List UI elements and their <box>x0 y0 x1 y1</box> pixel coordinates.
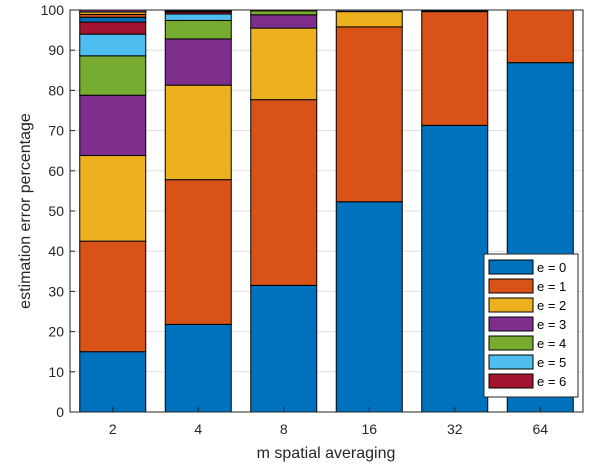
legend-label: e = 6 <box>537 374 566 389</box>
bar-segment-8-s3 <box>250 14 318 29</box>
bar-segment-4-s1 <box>164 179 232 325</box>
bar-segment-32-s2 <box>421 10 489 13</box>
ticks: 0 10 20 30 40 50 60 70 80 90 100 2 4 8 16 32 64 <box>41 2 549 437</box>
bar-segment-16-s2 <box>335 11 403 28</box>
bar-segment-16-s1 <box>335 26 403 203</box>
legend-label: e = 2 <box>537 298 566 313</box>
bar-segment-8-s2 <box>250 27 318 101</box>
bar-segment-16-s0 <box>335 201 403 413</box>
x-tick-label: 32 <box>447 421 463 437</box>
x-tick-label: 8 <box>280 421 288 437</box>
legend-swatch <box>488 297 534 313</box>
bar-segment-4-s3 <box>164 38 232 86</box>
y-tick-label: 70 <box>48 123 64 139</box>
bar-segment-4-s5 <box>164 13 232 21</box>
legend-swatch <box>488 278 534 294</box>
y-tick-label: 20 <box>48 324 64 340</box>
bar-segment-2-s4 <box>79 55 147 96</box>
bar-segment-32-s1 <box>421 11 489 126</box>
legend-label: e = 3 <box>537 317 566 332</box>
bar-segment-4-s2 <box>164 84 232 181</box>
bar-segment-4-s4 <box>164 19 232 40</box>
bar-segment-8-s4 <box>250 10 318 16</box>
bar-segment-8-s1 <box>250 99 318 286</box>
y-axis-label: estimation error percentage <box>17 113 34 309</box>
bar-segment-64-s1 <box>506 9 574 64</box>
bar-segment-2-s5 <box>79 33 147 57</box>
y-tick-label: 0 <box>56 404 64 420</box>
legend-swatch <box>488 373 534 389</box>
bar-segment-8-s0 <box>250 284 318 413</box>
legend-label: e = 0 <box>537 260 566 275</box>
legend-label: e = 5 <box>537 355 566 370</box>
legend-swatch <box>488 259 534 275</box>
bars <box>79 9 574 413</box>
bar-segment-2-s3 <box>79 94 147 157</box>
legend-label: e = 1 <box>537 279 566 294</box>
legend: e = 0 e = 1 e = 2 e = 3 e = 4 e = 5 e = 6 <box>483 253 579 398</box>
x-tick-label: 4 <box>194 421 202 437</box>
y-tick-label: 60 <box>48 163 64 179</box>
legend-swatch <box>488 316 534 332</box>
y-tick-label: 50 <box>48 203 64 219</box>
y-tick-label: 40 <box>48 243 64 259</box>
y-tick-label: 100 <box>41 2 65 18</box>
x-tick-label: 2 <box>109 421 117 437</box>
y-tick-label: 80 <box>48 82 64 98</box>
bar-segment-2-s1 <box>79 240 147 353</box>
y-tick-label: 10 <box>48 364 64 380</box>
bar-segment-2-s6 <box>79 21 147 35</box>
legend-swatch <box>488 335 534 351</box>
y-tick-label: 30 <box>48 283 64 299</box>
bar-segment-4-s0 <box>164 323 232 413</box>
y-tick-label: 90 <box>48 42 64 58</box>
bar-segment-32-s0 <box>421 124 489 413</box>
bar-segment-2-s7 <box>79 16 147 23</box>
x-tick-label: 16 <box>361 421 377 437</box>
legend-swatch <box>488 354 534 370</box>
x-tick-label: 64 <box>532 421 548 437</box>
legend-label: e = 4 <box>537 336 566 351</box>
bar-segment-2-s2 <box>79 155 147 242</box>
x-axis-label: m spatial averaging <box>257 445 396 462</box>
bar-segment-2-s0 <box>79 351 147 413</box>
